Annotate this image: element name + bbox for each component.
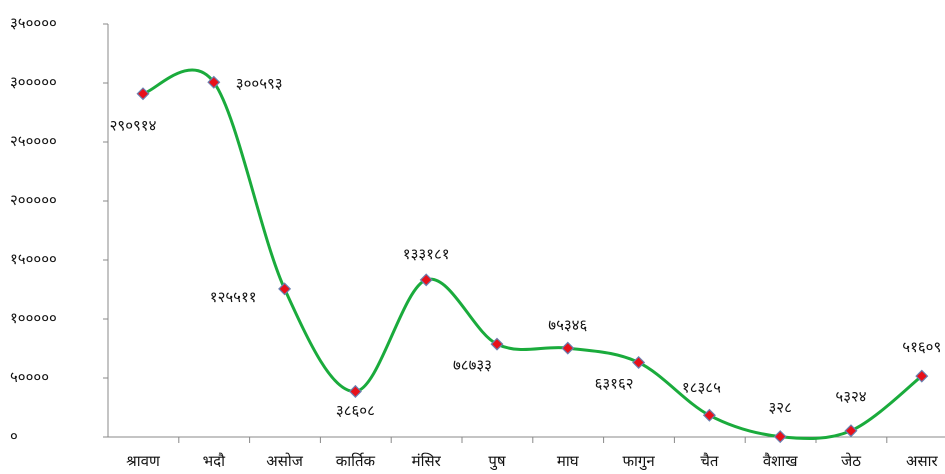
- marker: [702, 408, 716, 422]
- x-tick-label: श्रावण: [126, 452, 161, 470]
- data-label: ५३२४: [835, 388, 866, 406]
- data-label: १८३८५: [682, 378, 721, 396]
- y-tick-label: २५००००: [10, 132, 57, 150]
- y-tick-label: ५००००: [10, 368, 49, 386]
- marker: [561, 341, 575, 355]
- marker: [773, 430, 787, 444]
- x-tick-label: असार: [906, 452, 938, 470]
- data-label: १२५५११: [210, 288, 257, 306]
- data-label: ७८७३३: [453, 356, 492, 374]
- marker: [490, 337, 504, 351]
- data-label: ५१६०९: [902, 338, 941, 356]
- marker: [915, 369, 929, 383]
- y-tick-label: ३०००००: [10, 73, 57, 91]
- data-label: ३८६०८: [336, 401, 375, 419]
- x-tick-label: मंसिर: [412, 452, 442, 470]
- y-tick-label: ३५००००: [10, 14, 57, 32]
- y-tick-label: ०: [10, 427, 18, 445]
- x-tick-label: असोज: [266, 452, 303, 470]
- x-tick-label: भदौ: [203, 452, 227, 470]
- y-tick-label: १५००००: [10, 250, 57, 268]
- marker: [419, 273, 433, 287]
- data-label: १३३१८१: [403, 245, 450, 263]
- x-tick-label: कार्तिक: [336, 452, 376, 470]
- x-tick-label: फागुन: [622, 452, 655, 471]
- data-label: ३२८: [768, 399, 791, 417]
- data-label: ३००५९३: [236, 74, 283, 92]
- y-tick-label: १०००००: [10, 309, 57, 327]
- x-tick-label: चैत: [700, 452, 719, 470]
- marker: [632, 355, 646, 369]
- x-tick-label: माघ: [557, 452, 580, 470]
- data-label: ७५३४६: [548, 316, 587, 334]
- x-tick-label: जेठ: [841, 452, 861, 470]
- marker: [278, 282, 292, 296]
- data-label: २९०९१४: [110, 117, 157, 135]
- data-line: [142, 68, 923, 441]
- marker: [207, 75, 221, 89]
- marker: [348, 384, 362, 398]
- y-tick-label: २०००००: [10, 191, 57, 209]
- marker: [844, 424, 858, 438]
- x-tick-label: पुष: [488, 452, 506, 471]
- x-tick-label: वैशाख: [763, 452, 798, 470]
- data-label: ६३१६२: [595, 374, 634, 392]
- marker: [136, 87, 150, 101]
